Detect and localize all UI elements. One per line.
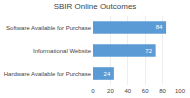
svg-text:72: 72 [145,48,152,54]
svg-text:SBIR Online Outcomes: SBIR Online Outcomes [54,2,137,11]
svg-text:Hardware Available for Purchas: Hardware Available for Purchase [4,71,92,77]
svg-text:24: 24 [104,71,111,77]
svg-text:60: 60 [142,88,149,94]
svg-text:Software Available for Purchas: Software Available for Purchase [6,25,92,31]
svg-text:Informational Website: Informational Website [33,48,92,54]
svg-text:40: 40 [124,88,131,94]
svg-text:100: 100 [175,88,186,94]
svg-text:84: 84 [156,24,163,30]
svg-text:0: 0 [91,88,95,94]
svg-text:80: 80 [159,88,166,94]
svg-text:20: 20 [107,88,114,94]
